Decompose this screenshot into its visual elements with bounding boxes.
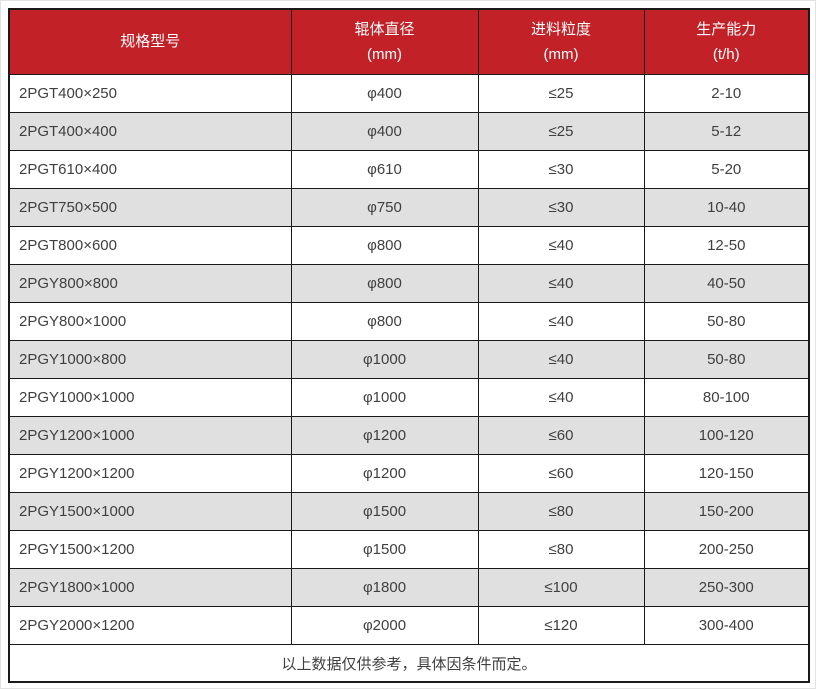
col-header-roller-diameter: 辊体直径 (mm) [290,8,479,75]
table-row: 2PGT400×400 φ400 ≤25 5-12 [8,112,810,151]
feed-size-cell: ≤30 [477,150,645,189]
header-row: 规格型号 辊体直径 (mm) 进料粒度 (mm) 生产能力 (t/h) [8,8,810,75]
capacity-cell: 2-10 [643,74,810,113]
model-cell: 2PGY1200×1000 [8,416,292,455]
model-cell: 2PGY2000×1200 [8,606,292,645]
feed-size-cell: ≤60 [477,454,645,493]
model-cell: 2PGY1200×1200 [8,454,292,493]
model-cell: 2PGY1000×800 [8,340,292,379]
capacity-cell: 200-250 [643,530,810,569]
capacity-cell: 40-50 [643,264,810,303]
model-cell: 2PGT400×400 [8,112,292,151]
capacity-cell: 250-300 [643,568,810,607]
table-row: 2PGY800×1000 φ800 ≤40 50-80 [8,302,810,341]
table-footnote: 以上数据仅供参考，具体因条件而定。 [8,644,810,683]
model-cell: 2PGY1500×1000 [8,492,292,531]
capacity-cell: 5-12 [643,112,810,151]
col-header-unit: (mm) [543,46,579,63]
col-header-unit: (mm) [367,46,402,63]
feed-size-cell: ≤40 [477,378,645,417]
feed-size-cell: ≤80 [477,492,645,531]
model-cell: 2PGY800×1000 [8,302,292,341]
roller-diameter-cell: φ2000 [290,606,479,645]
roller-diameter-cell: φ1800 [290,568,479,607]
table-footer: 以上数据仅供参考，具体因条件而定。 [8,644,810,683]
roller-diameter-cell: φ610 [290,150,479,189]
roller-diameter-cell: φ1500 [290,492,479,531]
roller-diameter-cell: φ800 [290,264,479,303]
table-row: 2PGT400×250 φ400 ≤25 2-10 [8,74,810,113]
table-row: 2PGY1500×1200 φ1500 ≤80 200-250 [8,530,810,569]
table-row: 2PGY1800×1000 φ1800 ≤100 250-300 [8,568,810,607]
col-header-label: 生产能力 [696,21,757,38]
feed-size-cell: ≤120 [477,606,645,645]
table-body: 2PGT400×250 φ400 ≤25 2-10 2PGT400×400 φ400 ≤25… [8,74,810,645]
table-row: 2PGY1000×1000 φ1000 ≤40 80-100 [8,378,810,417]
model-cell: 2PGT800×600 [8,226,292,265]
capacity-cell: 50-80 [643,302,810,341]
model-cell: 2PGY1500×1200 [8,530,292,569]
roller-diameter-cell: φ1000 [290,340,479,379]
table-row: 2PGY1000×800 φ1000 ≤40 50-80 [8,340,810,379]
feed-size-cell: ≤60 [477,416,645,455]
feed-size-cell: ≤40 [477,226,645,265]
model-cell: 2PGY800×800 [8,264,292,303]
model-cell: 2PGT610×400 [8,150,292,189]
table-row: 2PGY1200×1200 φ1200 ≤60 120-150 [8,454,810,493]
roller-diameter-cell: φ400 [290,112,479,151]
feed-size-cell: ≤25 [477,74,645,113]
roller-diameter-cell: φ750 [290,188,479,227]
feed-size-cell: ≤100 [477,568,645,607]
capacity-cell: 150-200 [643,492,810,531]
col-header-label: 辊体直径 [354,21,415,38]
spec-table: 规格型号 辊体直径 (mm) 进料粒度 (mm) 生产能力 (t/h) 2PGT400×25… [8,8,810,683]
model-cell: 2PGT750×500 [8,188,292,227]
feed-size-cell: ≤40 [477,264,645,303]
roller-diameter-cell: φ1200 [290,416,479,455]
roller-diameter-cell: φ800 [290,302,479,341]
table-row: 2PGY800×800 φ800 ≤40 40-50 [8,264,810,303]
capacity-cell: 100-120 [643,416,810,455]
table-row: 2PGY2000×1200 φ2000 ≤120 300-400 [8,606,810,645]
capacity-cell: 50-80 [643,340,810,379]
capacity-cell: 5-20 [643,150,810,189]
roller-diameter-cell: φ1000 [290,378,479,417]
feed-size-cell: ≤30 [477,188,645,227]
col-header-capacity: 生产能力 (t/h) [643,8,810,75]
feed-size-cell: ≤40 [477,302,645,341]
table-row: 2PGY1200×1000 φ1200 ≤60 100-120 [8,416,810,455]
capacity-cell: 12-50 [643,226,810,265]
table-row: 2PGY1500×1000 φ1500 ≤80 150-200 [8,492,810,531]
footnote-row: 以上数据仅供参考，具体因条件而定。 [8,644,810,683]
roller-diameter-cell: φ1500 [290,530,479,569]
col-header-label: 进料粒度 [530,21,591,38]
table-row: 2PGT750×500 φ750 ≤30 10-40 [8,188,810,227]
capacity-cell: 120-150 [643,454,810,493]
col-header-label: 规格型号 [120,33,181,50]
feed-size-cell: ≤25 [477,112,645,151]
capacity-cell: 10-40 [643,188,810,227]
model-cell: 2PGT400×250 [8,74,292,113]
table-header: 规格型号 辊体直径 (mm) 进料粒度 (mm) 生产能力 (t/h) [8,8,810,75]
feed-size-cell: ≤40 [477,340,645,379]
col-header-feed-size: 进料粒度 (mm) [477,8,645,75]
col-header-model: 规格型号 [8,8,292,75]
roller-diameter-cell: φ1200 [290,454,479,493]
model-cell: 2PGY1000×1000 [8,378,292,417]
model-cell: 2PGY1800×1000 [8,568,292,607]
roller-diameter-cell: φ400 [290,74,479,113]
capacity-cell: 80-100 [643,378,810,417]
capacity-cell: 300-400 [643,606,810,645]
col-header-unit: (t/h) [712,46,740,63]
feed-size-cell: ≤80 [477,530,645,569]
table-row: 2PGT800×600 φ800 ≤40 12-50 [8,226,810,265]
roller-diameter-cell: φ800 [290,226,479,265]
table-row: 2PGT610×400 φ610 ≤30 5-20 [8,150,810,189]
